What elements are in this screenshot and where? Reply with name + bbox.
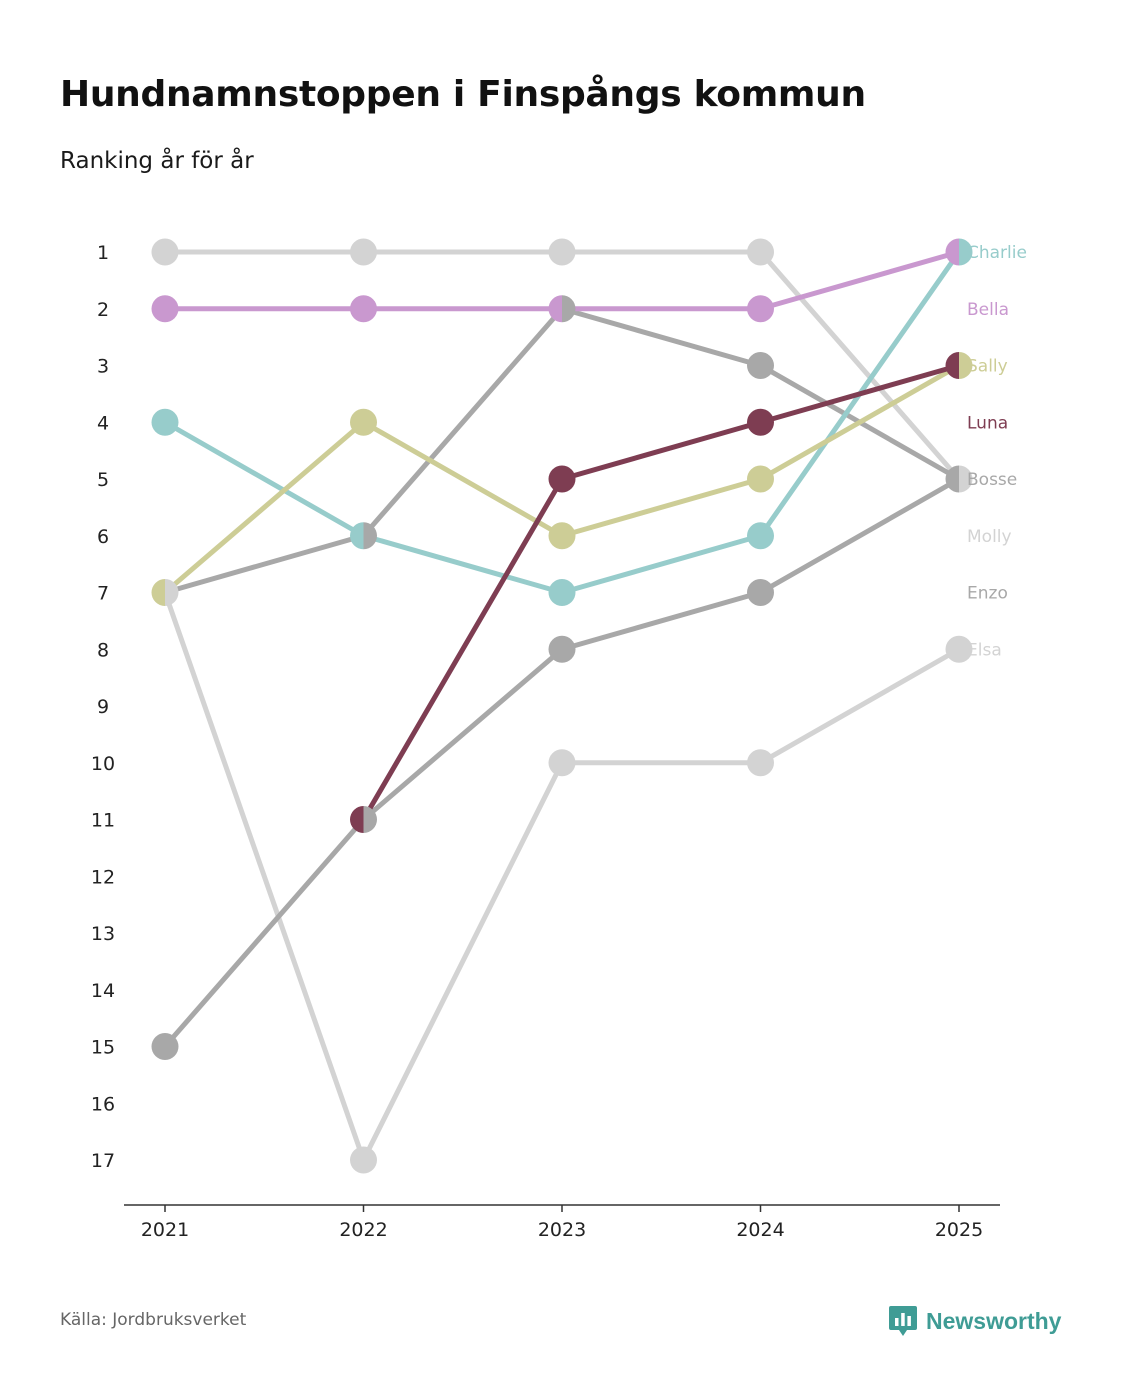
- y-tick-label: 5: [97, 469, 109, 491]
- x-tick-label: 2021: [141, 1219, 189, 1241]
- point-enzo-luna-2022-right: [363, 806, 377, 833]
- series-label-elsa: Elsa: [967, 640, 1002, 660]
- series-labels: Charlie Bella Sally Luna Bosse Molly Enzo Elsa: [967, 243, 1027, 660]
- y-tick-label: 14: [91, 980, 115, 1002]
- point-sally-2022: [350, 408, 377, 436]
- series-label-bella: Bella: [967, 300, 1009, 320]
- y-tick-label: 10: [91, 753, 115, 775]
- point-molly-2022: [350, 238, 377, 266]
- point-molly-2023: [548, 238, 576, 266]
- point-bosse-bella-2023-right: [562, 295, 576, 323]
- point-charlie-2024: [747, 522, 774, 550]
- y-tick-label: 11: [91, 810, 115, 832]
- point-elsa-2025: [945, 635, 973, 663]
- point-sally-2023: [548, 522, 576, 550]
- y-tick-label: 8: [97, 639, 109, 661]
- series-label-bosse: Bosse: [967, 470, 1017, 490]
- y-tick-label: 12: [91, 866, 115, 888]
- point-charlie-bella-2025-right: [959, 238, 973, 266]
- y-tick-label: 3: [97, 356, 109, 378]
- x-tick-label: 2022: [339, 1219, 387, 1241]
- y-tick-label: 16: [91, 1093, 115, 1115]
- series-label-molly: Molly: [967, 527, 1012, 547]
- point-sally-luna-2025-left: [945, 352, 959, 379]
- point-molly-enzo-bosse-2025-right: [959, 465, 973, 493]
- y-tick-label: 17: [91, 1150, 115, 1172]
- brand[interactable]: Newsworthy: [888, 1304, 1061, 1338]
- x-axis: 2021 2022 2023 2024 2025: [124, 1204, 1000, 1241]
- x-tick-label: 2024: [736, 1219, 784, 1241]
- point-bosse-charlie-2022-left: [350, 522, 364, 550]
- y-tick-label: 7: [97, 583, 109, 605]
- y-tick-label: 4: [97, 412, 109, 434]
- point-elsa-bosse-sally-2021-left: [151, 579, 165, 606]
- newsworthy-logo-icon: [889, 1306, 917, 1336]
- point-elsa-2024: [747, 749, 774, 777]
- chart-subtitle: Ranking år för år: [60, 148, 254, 174]
- series-line-elsa: [162, 590, 962, 1163]
- series-points: [151, 238, 973, 1174]
- point-enzo-2023: [548, 635, 576, 663]
- series-label-sally: Sally: [967, 357, 1008, 377]
- point-enzo-2024: [747, 579, 774, 606]
- y-tick-label: 1: [97, 242, 109, 264]
- point-bella-2024: [747, 295, 774, 323]
- point-bosse-bella-2023-left: [548, 295, 562, 323]
- point-elsa-bosse-sally-2021-right: [165, 579, 179, 606]
- point-luna-2023: [548, 465, 576, 493]
- series-label-enzo: Enzo: [967, 584, 1008, 604]
- point-elsa-2023: [548, 749, 576, 777]
- point-molly-2021: [151, 238, 179, 266]
- point-sally-luna-2025-right: [959, 352, 973, 379]
- point-enzo-luna-2022-left: [350, 806, 364, 833]
- point-enzo-2021: [151, 1033, 179, 1060]
- source-note: Källa: Jordbruksverket: [60, 1310, 247, 1330]
- series-lines: [162, 249, 962, 1163]
- point-molly-enzo-bosse-2025-left: [945, 465, 959, 493]
- y-tick-label: 15: [91, 1037, 115, 1059]
- point-sally-2024: [747, 465, 774, 493]
- y-tick-label: 2: [97, 299, 109, 321]
- point-elsa-2022: [350, 1146, 377, 1174]
- point-bosse-charlie-2022-right: [363, 522, 377, 550]
- y-tick-label: 6: [97, 526, 109, 548]
- x-tick-label: 2023: [538, 1219, 586, 1241]
- series-label-charlie: Charlie: [967, 243, 1027, 263]
- y-tick-label: 13: [91, 923, 115, 945]
- x-tick-label: 2025: [935, 1219, 983, 1241]
- brand-name: Newsworthy: [926, 1307, 1062, 1334]
- point-charlie-bella-2025-left: [945, 238, 959, 266]
- point-bosse-2024: [747, 352, 774, 379]
- point-bella-2021: [151, 295, 179, 323]
- series-line-luna: [361, 363, 962, 822]
- point-charlie-2023: [548, 579, 576, 606]
- point-luna-2024: [747, 408, 774, 436]
- point-charlie-2021: [151, 408, 179, 436]
- point-bella-2022: [350, 295, 377, 323]
- chart-title: Hundnamnstoppen i Finspångs kommun: [60, 74, 866, 115]
- series-label-luna: Luna: [967, 413, 1008, 433]
- point-molly-2024: [747, 238, 774, 266]
- y-tick-label: 9: [97, 696, 109, 718]
